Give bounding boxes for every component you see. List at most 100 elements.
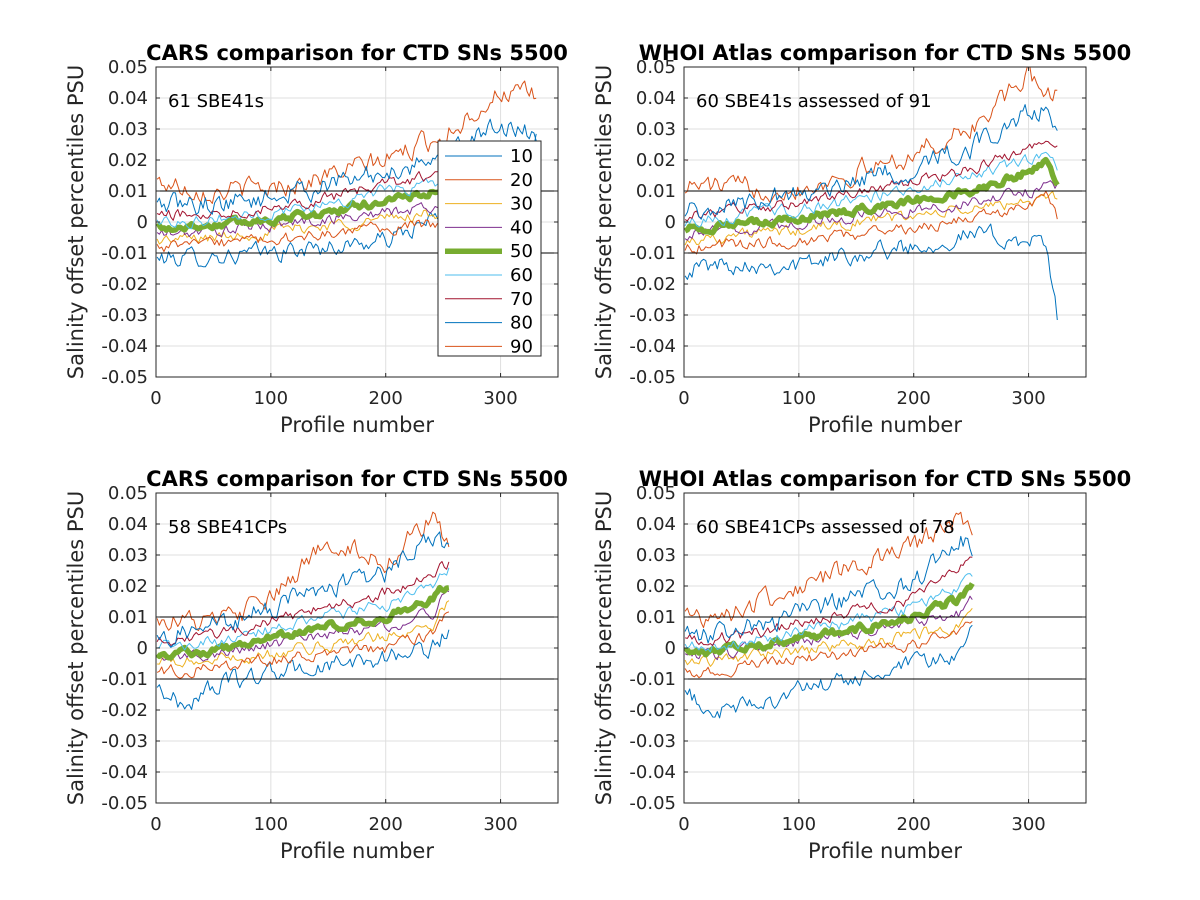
annotation-text: 60 SBE41CPs assessed of 78 <box>696 517 955 538</box>
y-axis-label: Salinity offset percentiles PSU <box>64 65 88 379</box>
y-tick-label: 0.05 <box>636 483 676 504</box>
series-line-10 <box>684 223 1058 321</box>
x-tick-label: 100 <box>782 388 816 409</box>
series-line-40 <box>684 180 1058 241</box>
legend-label-70: 70 <box>510 289 533 310</box>
y-tick-label: -0.01 <box>101 669 148 690</box>
x-axis-label: Profile number <box>280 839 434 863</box>
x-tick-label: 100 <box>782 814 816 835</box>
y-tick-label: 0.02 <box>108 576 148 597</box>
series-line-60 <box>684 573 973 653</box>
series-line-70 <box>684 140 1058 222</box>
y-tick-label: 0 <box>665 212 676 233</box>
series-line-30 <box>684 191 1058 246</box>
y-tick-label: -0.03 <box>101 305 148 326</box>
subplot-2: 0 100 200 300 -0.05 -0.04 -0.03 -0.02 -0.01 0 0.01… <box>592 41 1131 437</box>
legend-label-50: 50 <box>510 241 533 262</box>
y-tick-label: -0.04 <box>629 336 676 357</box>
series-line-80 <box>684 535 973 644</box>
y-tick-label: 0.02 <box>636 576 676 597</box>
chart-title: CARS comparison for CTD SNs 5500 <box>146 41 568 65</box>
y-axis-label: Salinity offset percentiles PSU <box>592 65 616 379</box>
x-tick-label: 200 <box>897 388 931 409</box>
legend-label-90: 90 <box>510 336 533 357</box>
x-tick-label: 200 <box>897 814 931 835</box>
y-tick-label: 0 <box>665 638 676 659</box>
y-axis-label: Salinity offset percentiles PSU <box>592 491 616 805</box>
y-tick-label: 0.04 <box>636 514 676 535</box>
series-line-50 <box>684 156 1060 236</box>
series-line-20 <box>684 67 1058 204</box>
y-tick-label: -0.05 <box>629 367 676 388</box>
y-tick-label: -0.04 <box>101 762 148 783</box>
y-tick-label: 0.05 <box>108 57 148 78</box>
series-line-30 <box>684 607 973 667</box>
y-tick-label: -0.03 <box>629 731 676 752</box>
y-tick-label: -0.01 <box>629 243 676 264</box>
series-line-80 <box>156 531 450 648</box>
x-tick-label: 100 <box>254 388 288 409</box>
y-tick-label: -0.02 <box>629 700 676 721</box>
x-tick-label: 200 <box>369 814 403 835</box>
legend-label-60: 60 <box>510 265 533 286</box>
annotation-text: 61 SBE41s <box>168 91 264 112</box>
x-tick-label: 0 <box>678 814 689 835</box>
series-line-50 <box>156 584 450 661</box>
subplot-3: 0 100 200 300 -0.05 -0.04 -0.03 -0.02 -0.01 0 0.01… <box>64 467 568 863</box>
x-axis-label: Profile number <box>808 839 962 863</box>
series-line-90 <box>156 611 450 679</box>
x-tick-label: 300 <box>1011 388 1045 409</box>
y-tick-label: 0.05 <box>636 57 676 78</box>
x-tick-label: 200 <box>369 388 403 409</box>
y-tick-label: -0.01 <box>629 669 676 690</box>
y-tick-label: -0.02 <box>629 274 676 295</box>
y-tick-label: -0.03 <box>629 305 676 326</box>
series-line-40 <box>684 595 973 661</box>
y-tick-label: 0.04 <box>108 88 148 109</box>
series-line-90 <box>684 621 973 679</box>
chart-title: WHOI Atlas comparison for CTD SNs 5500 <box>639 467 1132 491</box>
y-tick-label: 0.02 <box>108 150 148 171</box>
y-tick-label: 0.03 <box>108 545 148 566</box>
series-group <box>156 511 450 710</box>
y-tick-label: -0.02 <box>101 274 148 295</box>
legend-label-30: 30 <box>510 194 533 215</box>
series-line-20 <box>156 80 537 204</box>
subplot-4: 0 100 200 300 -0.05 -0.04 -0.03 -0.02 -0.01 0 0.01… <box>592 467 1131 863</box>
x-tick-label: 300 <box>483 814 517 835</box>
series-line-50 <box>684 582 975 658</box>
series-group <box>684 67 1060 321</box>
y-tick-label: 0.03 <box>636 545 676 566</box>
y-tick-label: 0.01 <box>636 607 676 628</box>
x-axis-label: Profile number <box>280 413 434 437</box>
series-line-10 <box>684 624 973 719</box>
series-line-90 <box>684 190 1058 255</box>
y-tick-label: -0.01 <box>101 243 148 264</box>
y-tick-label: 0.05 <box>108 483 148 504</box>
legend-label-40: 40 <box>510 217 533 238</box>
y-tick-label: 0 <box>137 638 148 659</box>
x-tick-label: 0 <box>678 388 689 409</box>
annotation-text: 60 SBE41s assessed of 91 <box>696 91 932 112</box>
series-line-40 <box>156 590 450 662</box>
annotation-text: 58 SBE41CPs <box>168 517 287 538</box>
y-tick-label: -0.03 <box>101 731 148 752</box>
series-line-60 <box>684 151 1058 228</box>
y-axis-label: Salinity offset percentiles PSU <box>64 491 88 805</box>
series-line-10 <box>156 629 450 710</box>
y-tick-label: -0.04 <box>101 336 148 357</box>
series-line-70 <box>156 561 450 646</box>
x-tick-label: 0 <box>150 388 161 409</box>
series-line-20 <box>156 511 450 632</box>
y-tick-label: 0.01 <box>108 181 148 202</box>
y-tick-label: 0.03 <box>636 119 676 140</box>
y-tick-label: 0.03 <box>108 119 148 140</box>
x-tick-label: 300 <box>483 388 517 409</box>
y-tick-label: -0.05 <box>101 793 148 814</box>
x-axis-label: Profile number <box>808 413 962 437</box>
chart-title: CARS comparison for CTD SNs 5500 <box>146 467 568 491</box>
legend-label-80: 80 <box>510 313 533 334</box>
series-line-80 <box>156 118 537 215</box>
